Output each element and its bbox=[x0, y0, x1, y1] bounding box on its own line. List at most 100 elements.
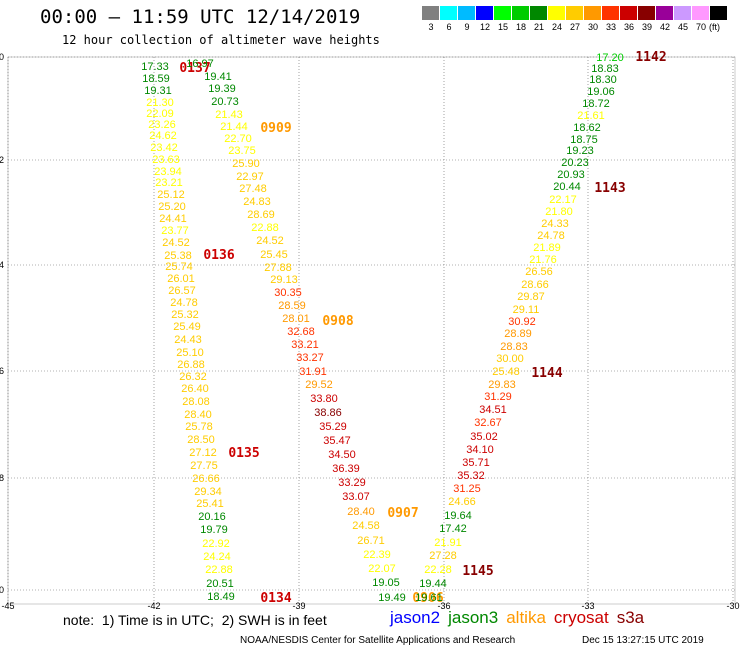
footer-note: note: 1) Time is in UTC; 2) SWH is in fe… bbox=[63, 612, 327, 628]
legend-entry: 42 bbox=[656, 6, 674, 32]
wave-height-value: 24.58 bbox=[352, 520, 380, 532]
legend-swatch bbox=[440, 6, 458, 20]
wave-height-value: 21.61 bbox=[577, 110, 605, 122]
wave-height-value: 19.79 bbox=[200, 524, 228, 536]
legend-swatch bbox=[584, 6, 602, 20]
latitude-label: 42 bbox=[0, 155, 4, 165]
wave-height-value: 35.02 bbox=[470, 431, 498, 443]
legend-swatch bbox=[566, 6, 584, 20]
wave-height-value: 35.29 bbox=[319, 421, 347, 433]
legend-label: 42 bbox=[659, 22, 670, 32]
wave-height-value: 31.91 bbox=[299, 366, 327, 378]
legend-label: 30 bbox=[587, 22, 598, 32]
page-title: 00:00 – 11:59 UTC 12/14/2019 bbox=[40, 6, 361, 28]
legend-entry: 18 bbox=[512, 6, 530, 32]
wave-height-value: 19.44 bbox=[419, 578, 447, 590]
wave-height-value: 22.97 bbox=[236, 171, 264, 183]
pass-time-label: 0906 bbox=[412, 591, 443, 606]
wave-height-value: 26.01 bbox=[167, 273, 195, 285]
wave-height-value: 21.43 bbox=[215, 109, 243, 121]
wave-height-value: 24.62 bbox=[149, 130, 177, 142]
pass-time-label: 1144 bbox=[531, 366, 562, 381]
wave-height-value: 38.86 bbox=[314, 407, 342, 419]
legend-label: 3 bbox=[428, 22, 434, 32]
wave-height-value: 24.43 bbox=[174, 334, 202, 346]
wave-height-value: 30.92 bbox=[508, 316, 536, 328]
wave-height-value: 34.10 bbox=[466, 444, 494, 456]
legend-entry: 39 bbox=[638, 6, 656, 32]
wave-height-value: 25.38 bbox=[164, 250, 192, 262]
wave-height-value: 26.66 bbox=[192, 473, 220, 485]
wave-height-value: 28.83 bbox=[500, 341, 528, 353]
wave-height-value: 18.83 bbox=[591, 63, 619, 75]
wave-height-value: 20.44 bbox=[553, 181, 581, 193]
wave-height-value: 18.49 bbox=[207, 591, 235, 603]
wave-height-value: 27.48 bbox=[239, 183, 267, 195]
footer-timestamp: Dec 15 13:27:15 UTC 2019 bbox=[582, 635, 704, 646]
legend-entry: 24 bbox=[548, 6, 566, 32]
legend-label: 6 bbox=[446, 22, 452, 32]
legend-swatch bbox=[692, 6, 710, 20]
wave-height-value: 20.51 bbox=[206, 578, 234, 590]
pass-time-label: 0136 bbox=[203, 248, 234, 263]
wave-height-value: 20.16 bbox=[198, 511, 226, 523]
latitude-label: 48 bbox=[0, 473, 4, 483]
wave-height-value: 29.13 bbox=[270, 274, 298, 286]
wave-height-value: 19.05 bbox=[372, 577, 400, 589]
wave-height-value: 20.73 bbox=[211, 96, 239, 108]
wave-height-value: 35.71 bbox=[462, 457, 490, 469]
axis-labels: 40 42 44 46 48 50 -45 -42 -39 -36 -33 -30 bbox=[0, 52, 740, 610]
wave-height-value: 22.28 bbox=[424, 564, 452, 576]
wave-height-value: 33.07 bbox=[342, 491, 370, 503]
wave-height-value: 24.41 bbox=[159, 213, 187, 225]
wave-height-value: 23.77 bbox=[161, 225, 189, 237]
legend-swatch bbox=[620, 6, 638, 20]
wave-height-value: 28.89 bbox=[504, 328, 532, 340]
wave-height-value: 28.69 bbox=[247, 209, 275, 221]
wave-height-value: 22.39 bbox=[363, 549, 391, 561]
mission-altika: altika bbox=[506, 608, 546, 627]
legend-label: 21 bbox=[533, 22, 544, 32]
wave-height-value: 28.66 bbox=[521, 279, 549, 291]
wave-height-value: 21.76 bbox=[529, 254, 557, 266]
latitude-label: 40 bbox=[0, 52, 4, 62]
wave-height-value: 29.87 bbox=[517, 291, 545, 303]
wave-height-value: 25.90 bbox=[232, 158, 260, 170]
wave-height-value: 18.75 bbox=[570, 134, 598, 146]
track: 17.2018.8318.3019.0618.7221.6118.6218.75… bbox=[415, 50, 666, 604]
wave-height-value: 26.57 bbox=[168, 285, 196, 297]
wave-height-value: 33.21 bbox=[291, 339, 319, 351]
legend-label: 70 bbox=[695, 22, 706, 32]
wave-height-value: 24.66 bbox=[448, 496, 476, 508]
wave-height-value: 27.12 bbox=[189, 447, 217, 459]
wave-height-value: 24.24 bbox=[203, 551, 231, 563]
wave-height-value: 24.33 bbox=[541, 218, 569, 230]
legend-swatch bbox=[602, 6, 620, 20]
pass-time-label: 1143 bbox=[594, 181, 625, 196]
wave-height-value: 19.49 bbox=[378, 592, 406, 604]
legend-entry: 6 bbox=[440, 6, 458, 32]
wave-height-value: 22.70 bbox=[224, 133, 252, 145]
mission-cryosat: cryosat bbox=[553, 608, 609, 627]
wave-height-value: 17.42 bbox=[439, 523, 467, 535]
wave-height-value: 23.21 bbox=[155, 177, 183, 189]
legend-label: 27 bbox=[569, 22, 580, 32]
legend-label: 45 bbox=[677, 22, 688, 32]
wave-height-value: 19.64 bbox=[444, 510, 472, 522]
wave-height-value: 22.92 bbox=[202, 538, 230, 550]
legend-swatch bbox=[530, 6, 548, 20]
wave-height-value: 31.25 bbox=[453, 483, 481, 495]
longitude-label: -33 bbox=[581, 601, 594, 610]
wave-height-value: 24.52 bbox=[162, 237, 190, 249]
footer-credit: NOAA/NESDIS Center for Satellite Applica… bbox=[240, 635, 516, 646]
pass-time-label: 1142 bbox=[635, 50, 666, 65]
wave-height-value: 25.45 bbox=[260, 249, 288, 261]
longitude-label: -42 bbox=[147, 601, 160, 610]
wave-height-value: 22.88 bbox=[251, 222, 279, 234]
track: 17.3318.5919.3121.3022.0923.2624.6223.42… bbox=[141, 61, 292, 606]
legend-label: 12 bbox=[479, 22, 490, 32]
wave-height-value: 33.80 bbox=[310, 393, 338, 405]
wave-height-value: 23.94 bbox=[154, 166, 182, 178]
wave-height-value: 24.83 bbox=[243, 196, 271, 208]
wave-height-value: 33.27 bbox=[296, 352, 324, 364]
